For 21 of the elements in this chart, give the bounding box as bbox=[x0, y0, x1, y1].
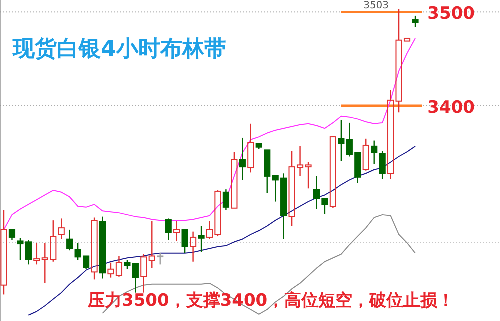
annotation: 压力3500，支撑3400，高位短空，破位止损！ bbox=[87, 291, 455, 311]
candlestick bbox=[313, 176, 320, 210]
text: 现货白银4小时布林带 bbox=[12, 37, 226, 62]
candlestick bbox=[296, 146, 304, 178]
candlestick bbox=[190, 231, 197, 262]
candlestick bbox=[42, 242, 48, 284]
candlestick bbox=[280, 173, 288, 240]
candlestick bbox=[66, 229, 74, 252]
candlestick bbox=[388, 90, 394, 180]
ytick: 3400 bbox=[428, 98, 475, 118]
candlestick bbox=[396, 8, 402, 114]
ytick: 3500 bbox=[428, 4, 475, 24]
candlestick bbox=[0, 210, 8, 296]
candlestick bbox=[288, 150, 296, 227]
candlestick bbox=[174, 220, 180, 242]
candlestick bbox=[338, 120, 345, 162]
candlestick bbox=[206, 220, 214, 240]
candlestick bbox=[99, 216, 106, 280]
candlestick bbox=[198, 226, 205, 254]
annotation: 3503 bbox=[364, 0, 390, 12]
candlestick bbox=[239, 137, 246, 181]
